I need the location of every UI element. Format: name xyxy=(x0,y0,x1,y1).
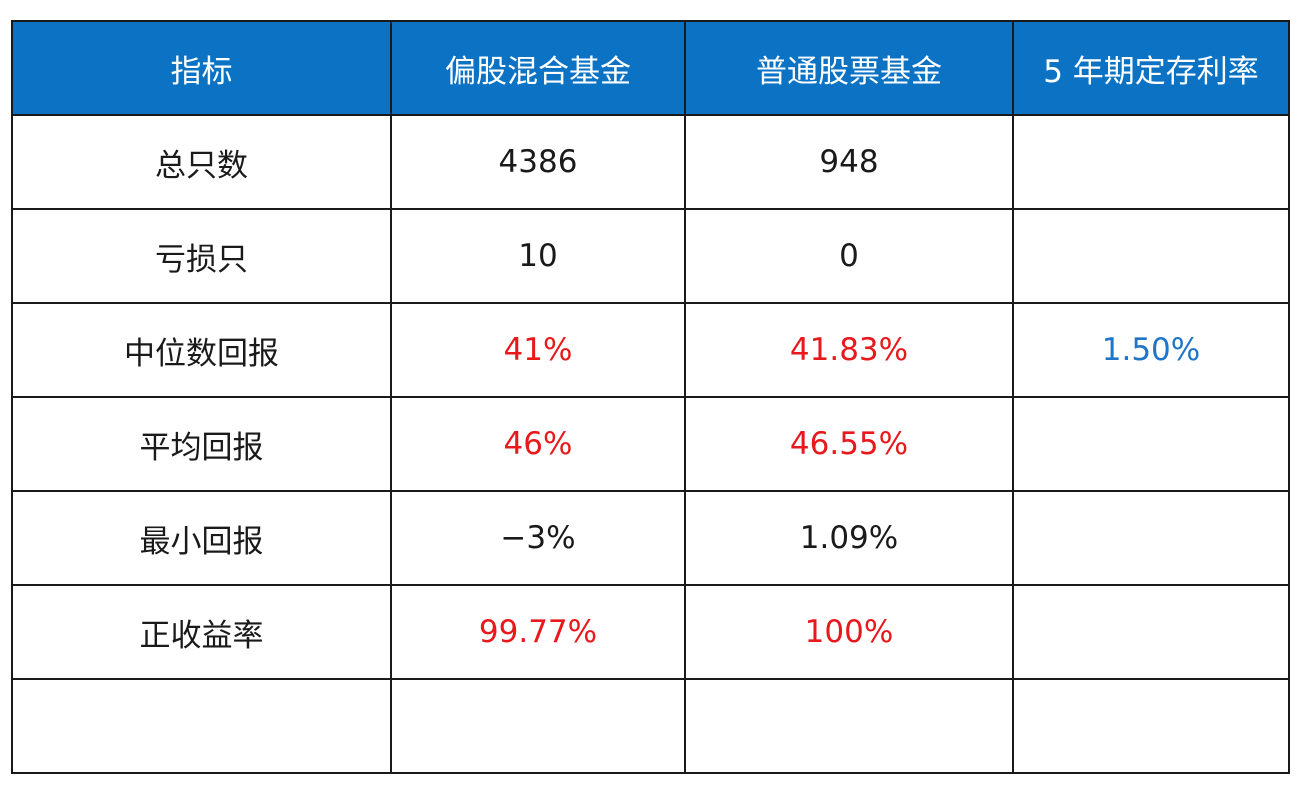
table-cell: 1.09% xyxy=(684,490,1014,586)
table-cell: 100% xyxy=(684,584,1014,680)
table-cell xyxy=(1012,678,1290,774)
header-row: 指标 偏股混合基金 普通股票基金 5 年期定存利率 xyxy=(11,20,1290,116)
table-cell: 41% xyxy=(390,302,686,398)
table-cell: 0 xyxy=(684,208,1014,304)
header-hybrid-equity-fund: 偏股混合基金 xyxy=(390,20,686,116)
header-indicator: 指标 xyxy=(11,20,392,116)
row-label: 最小回报 xyxy=(11,490,392,586)
table-body: 总只数 4386 948 亏损只 10 0 中位数回报 41% 41.83% 1… xyxy=(11,114,1290,774)
table-header: 指标 偏股混合基金 普通股票基金 5 年期定存利率 xyxy=(11,20,1290,116)
table-cell xyxy=(1012,490,1290,586)
row-label: 平均回报 xyxy=(11,396,392,492)
fund-comparison-table: 指标 偏股混合基金 普通股票基金 5 年期定存利率 总只数 4386 948 亏… xyxy=(11,20,1290,774)
table-row: 最小回报 −3% 1.09% xyxy=(11,490,1290,586)
table-cell xyxy=(1012,208,1290,304)
table-row: 总只数 4386 948 xyxy=(11,114,1290,210)
fund-comparison-table-wrapper: 指标 偏股混合基金 普通股票基金 5 年期定存利率 总只数 4386 948 亏… xyxy=(11,20,1290,774)
header-5y-deposit-rate: 5 年期定存利率 xyxy=(1012,20,1290,116)
header-stock-fund: 普通股票基金 xyxy=(684,20,1014,116)
table-cell: −3% xyxy=(390,490,686,586)
table-row: 中位数回报 41% 41.83% 1.50% xyxy=(11,302,1290,398)
table-cell: 1.50% xyxy=(1012,302,1290,398)
table-cell: 41.83% xyxy=(684,302,1014,398)
table-cell: 46.55% xyxy=(684,396,1014,492)
table-cell: 46% xyxy=(390,396,686,492)
row-label: 亏损只 xyxy=(11,208,392,304)
row-label: 中位数回报 xyxy=(11,302,392,398)
table-row: 亏损只 10 0 xyxy=(11,208,1290,304)
table-row: 平均回报 46% 46.55% xyxy=(11,396,1290,492)
row-label xyxy=(11,678,392,774)
table-cell: 4386 xyxy=(390,114,686,210)
table-cell xyxy=(390,678,686,774)
table-cell xyxy=(1012,396,1290,492)
table-cell xyxy=(684,678,1014,774)
table-cell xyxy=(1012,114,1290,210)
table-cell: 948 xyxy=(684,114,1014,210)
row-label: 总只数 xyxy=(11,114,392,210)
table-cell xyxy=(1012,584,1290,680)
table-row: 正收益率 99.77% 100% xyxy=(11,584,1290,680)
table-row xyxy=(11,678,1290,774)
table-cell: 99.77% xyxy=(390,584,686,680)
table-cell: 10 xyxy=(390,208,686,304)
row-label: 正收益率 xyxy=(11,584,392,680)
